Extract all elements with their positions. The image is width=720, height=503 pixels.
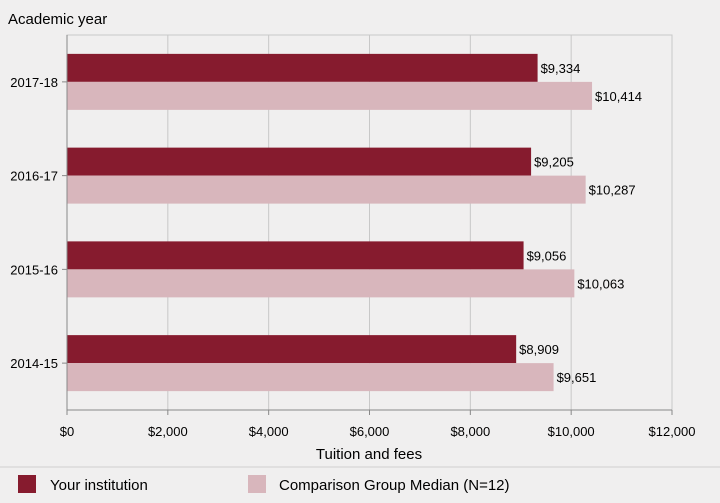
y-tick-label: 2015-16 [10,262,58,277]
data-label: $9,205 [534,155,574,170]
y-tick-label: 2017-18 [10,75,58,90]
legend-swatch [248,475,266,493]
data-label: $10,414 [595,89,642,104]
bar-comparison-median [67,175,586,204]
legend-swatch [18,475,36,493]
legend-label: Your institution [50,477,148,494]
bar-your-institution [67,241,524,270]
data-label: $9,056 [527,248,567,263]
x-tick-label: $4,000 [249,424,289,439]
bar-comparison-median [67,81,593,110]
x-tick-label: $0 [60,424,74,439]
bar-your-institution [67,53,538,82]
legend-label: Comparison Group Median (N=12) [279,477,510,494]
data-label: $10,063 [577,276,624,291]
axes: $0 $2,000 $4,000 $6,000 $8,000 $10,000 $12,000… [10,35,696,439]
legend: Your institution Comparison Group Median … [18,475,510,494]
data-label: $8,909 [519,342,559,357]
y-axis-title: Academic year [8,11,107,28]
x-tick-label: $8,000 [450,424,490,439]
y-tick-label: 2016-17 [10,169,58,184]
bar-comparison-median [67,363,554,392]
bar-your-institution [67,147,532,176]
x-tick-label: $6,000 [350,424,390,439]
data-label: $9,334 [541,61,581,76]
bar-comparison-median [67,269,575,298]
x-tick-label: $2,000 [148,424,188,439]
bars: $9,334 $10,414 $9,205 $10,287 $9,056 $10,063 $… [67,53,642,392]
y-tick-label: 2014-15 [10,356,58,371]
x-tick-label: $12,000 [649,424,696,439]
x-axis-title: Tuition and fees [316,446,422,463]
bar-your-institution [67,335,517,364]
data-label: $10,287 [589,183,636,198]
x-tick-label: $10,000 [548,424,595,439]
data-label: $9,651 [557,370,597,385]
